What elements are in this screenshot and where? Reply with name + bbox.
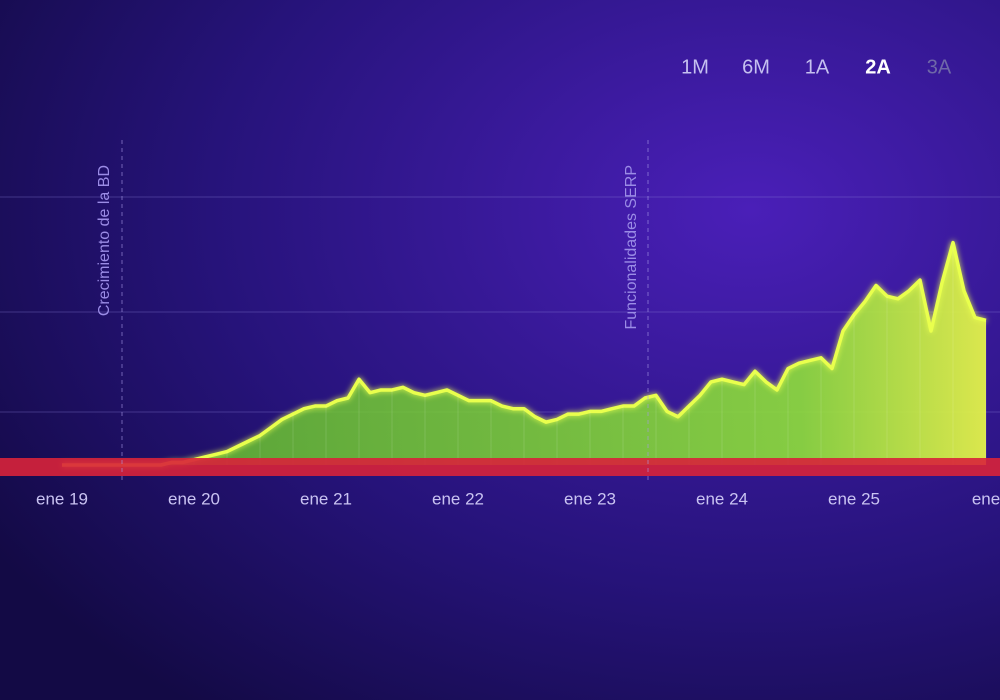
- x-tick-label: ene 25: [828, 489, 880, 508]
- x-axis: ene 19 ene 20 ene 21 ene 22 ene 23 ene 24 ene …: [36, 489, 1000, 508]
- x-tick-label: ene 21: [300, 489, 352, 508]
- event-band: [0, 458, 1000, 476]
- annotation-label: Funcionalidades SERP: [623, 165, 640, 330]
- x-tick-label: ene 19: [36, 489, 88, 508]
- x-tick-label: ene 23: [564, 489, 616, 508]
- range-buttons: 1M 6M 1A 2A 3A: [681, 56, 952, 78]
- range-button[interactable]: 3A: [927, 56, 952, 78]
- plot: [62, 240, 987, 467]
- annotations: Crecimiento de la BD Funcionalidades SERP: [96, 140, 649, 480]
- area: [62, 242, 986, 465]
- range-button[interactable]: 6M: [742, 56, 770, 78]
- range-button[interactable]: 1A: [805, 56, 830, 78]
- x-tick-label: ene 20: [168, 489, 220, 508]
- x-tick-label: ene: [972, 489, 1000, 508]
- x-tick-label: ene 24: [696, 489, 748, 508]
- x-tick-label: ene 22: [432, 489, 484, 508]
- annotation-label: Crecimiento de la BD: [96, 165, 113, 316]
- range-button[interactable]: 1M: [681, 56, 709, 78]
- range-button-active[interactable]: 2A: [865, 56, 891, 78]
- line: [62, 240, 987, 467]
